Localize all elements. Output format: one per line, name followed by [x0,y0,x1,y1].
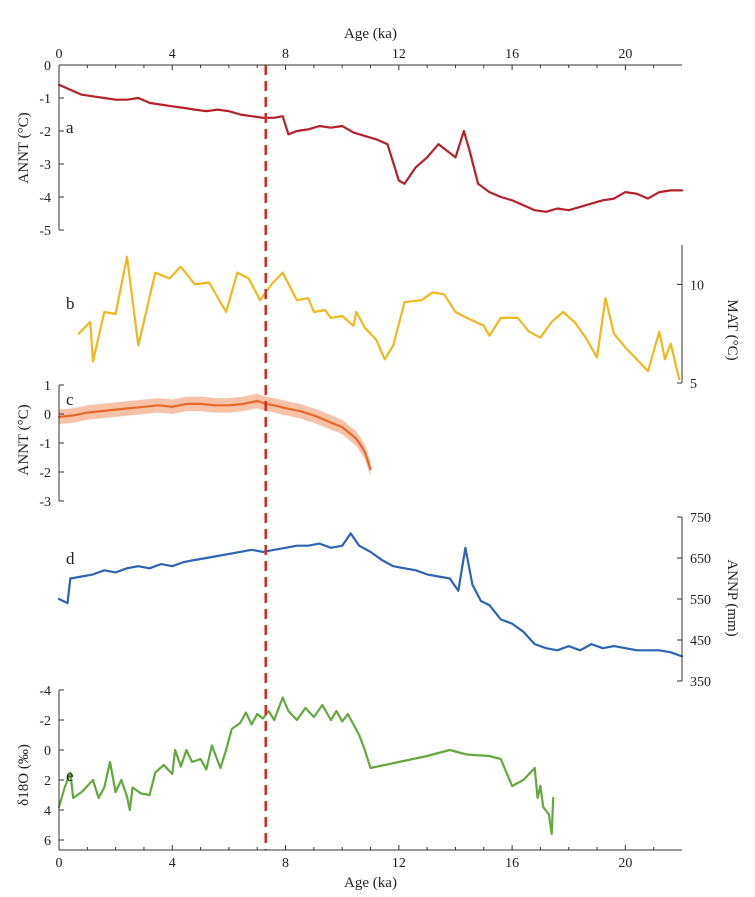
panel-label-d: d [66,549,75,568]
y-tick-label-e: 2 [44,774,51,789]
y-tick-label-c: 1 [44,379,51,394]
panel-label-e: e [66,766,74,785]
y-tick-label-a: -1 [39,92,51,107]
y-tick-label-a: -3 [39,158,51,173]
x-tick-label-bottom: 16 [505,856,519,871]
y-tick-label-e: -4 [39,684,51,699]
x-tick-label-bottom: 8 [282,856,289,871]
y-tick-label-e: -2 [39,714,51,729]
x-tick-label-bottom: 4 [169,856,176,871]
x-tick-label-top: 16 [505,47,519,62]
y-tick-label-c: -2 [39,466,51,481]
y-tick-label-a: -4 [39,191,51,206]
y-tick-label-d: 750 [690,511,711,526]
y-tick-label-b: 5 [690,377,697,392]
x-axis-title-bottom: Age (ka) [344,875,397,891]
y-tick-label-d: 450 [690,634,711,649]
series-line-a [57,83,684,213]
y-tick-label-e: 4 [44,804,51,819]
y-tick-label-d: 350 [690,675,711,690]
panel-label-a: a [66,118,74,137]
x-tick-label-top: 20 [618,47,632,62]
panels-layer [57,65,684,850]
series-line-d [57,532,684,658]
y-tick-label-c: 0 [44,408,51,423]
y-tick-label-d: 650 [690,552,711,567]
y-tick-label-a: -5 [39,224,51,239]
x-tick-label-top: 8 [282,47,289,62]
y-tick-label-d: 550 [690,593,711,608]
y-tick-label-a: -2 [39,125,51,140]
y-tick-label-e: 6 [44,834,51,849]
series-line-c [57,399,372,471]
y-tick-label-a: 0 [44,59,51,74]
x-tick-label-bottom: 20 [618,856,632,871]
panel-label-c: c [66,390,74,409]
series-line-b [77,255,681,381]
x-tick-label-top: 12 [392,47,406,62]
y-tick-label-e: 0 [44,744,51,759]
y-axis-title-b: MAT (°C) [724,299,740,360]
y-tick-label-c: -3 [39,495,51,510]
uncertainty-band-c [59,393,371,477]
y-tick-label-c: -1 [39,437,51,452]
y-axis-title-a: ANNT (°C) [16,112,32,183]
y-axis-title-c: ANNT (°C) [16,404,32,475]
x-tick-label-top: 0 [56,47,63,62]
x-tick-label-top: 4 [169,47,176,62]
series-line-e [57,696,555,836]
y-axis-title-e: δ18O (‰) [16,744,32,806]
y-axis-title-d: ANNP (mm) [724,559,740,636]
x-axis-title-top: Age (ka) [344,26,397,42]
y-tick-label-b: 10 [690,278,704,293]
x-tick-label-bottom: 0 [56,856,63,871]
x-tick-label-bottom: 12 [392,856,406,871]
panel-label-b: b [66,294,75,313]
